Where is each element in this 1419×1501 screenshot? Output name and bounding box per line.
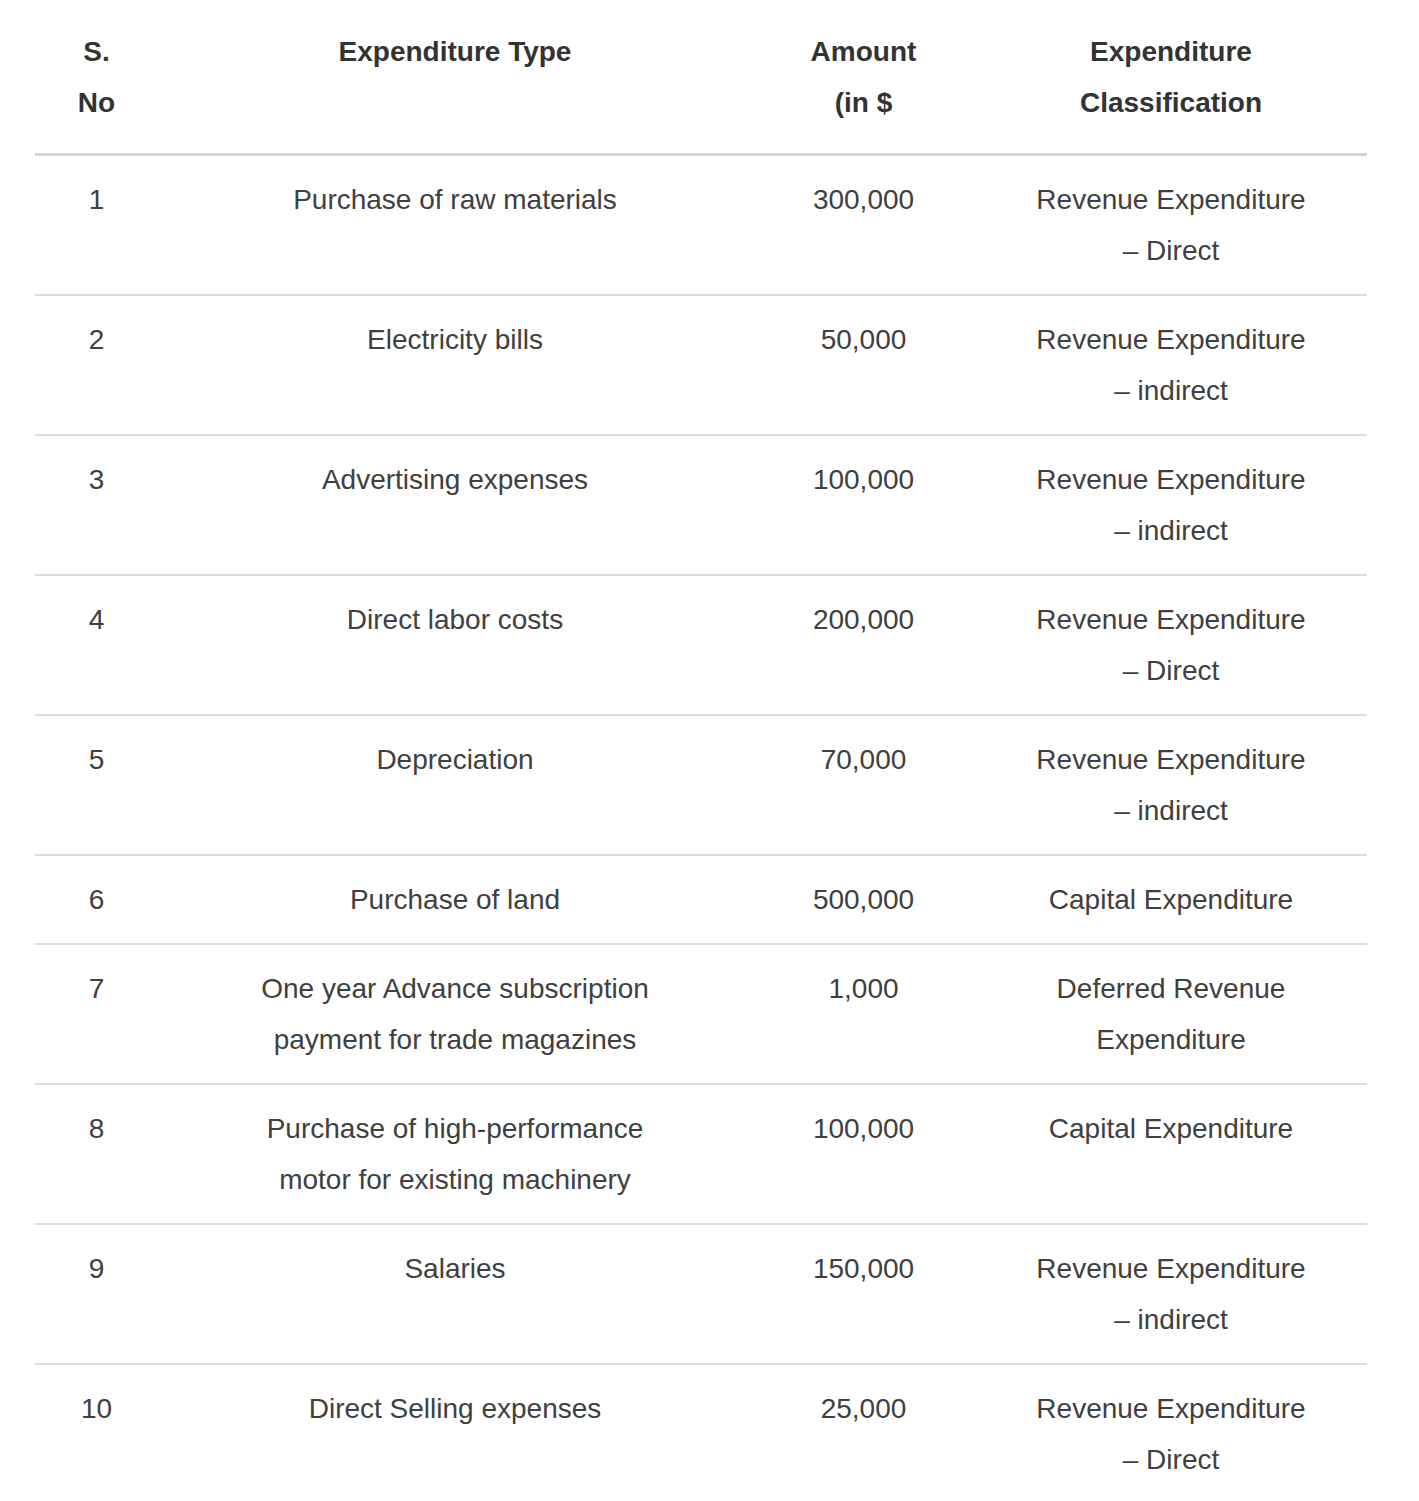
column-header-amount: Amount (in $ bbox=[752, 0, 975, 155]
cell-amount: 1,000 bbox=[752, 944, 975, 1084]
table-row: 10 Direct Selling expenses 25,000 Revenu… bbox=[35, 1364, 1367, 1501]
cell-amount: 300,000 bbox=[752, 155, 975, 296]
cell-sno: 6 bbox=[35, 855, 158, 944]
cell-classification: Revenue Expenditure – indirect bbox=[975, 715, 1367, 855]
cell-expenditure-type: One year Advance subscription payment fo… bbox=[158, 944, 752, 1084]
cell-classification: Capital Expenditure bbox=[975, 855, 1367, 944]
cell-amount: 25,000 bbox=[752, 1364, 975, 1501]
cell-sno: 2 bbox=[35, 295, 158, 435]
cell-expenditure-type: Depreciation bbox=[158, 715, 752, 855]
cell-sno: 4 bbox=[35, 575, 158, 715]
table-row: 6 Purchase of land 500,000 Capital Expen… bbox=[35, 855, 1367, 944]
table-row: 2 Electricity bills 50,000 Revenue Expen… bbox=[35, 295, 1367, 435]
cell-amount: 200,000 bbox=[752, 575, 975, 715]
cell-sno: 3 bbox=[35, 435, 158, 575]
cell-sno: 9 bbox=[35, 1224, 158, 1364]
cell-expenditure-type: Purchase of raw materials bbox=[158, 155, 752, 296]
column-header-expenditure-type: Expenditure Type bbox=[158, 0, 752, 155]
table-row: 7 One year Advance subscription payment … bbox=[35, 944, 1367, 1084]
cell-sno: 5 bbox=[35, 715, 158, 855]
header-row: S. No Expenditure Type Amount (in $ Expe… bbox=[35, 0, 1367, 155]
cell-classification: Revenue Expenditure – Direct bbox=[975, 575, 1367, 715]
cell-classification: Revenue Expenditure – Direct bbox=[975, 155, 1367, 296]
cell-classification: Revenue Expenditure – Direct bbox=[975, 1364, 1367, 1501]
cell-expenditure-type: Salaries bbox=[158, 1224, 752, 1364]
table-row: 8 Purchase of high-performance motor for… bbox=[35, 1084, 1367, 1224]
table-row: 9 Salaries 150,000 Revenue Expenditure –… bbox=[35, 1224, 1367, 1364]
cell-classification: Revenue Expenditure – indirect bbox=[975, 435, 1367, 575]
cell-sno: 1 bbox=[35, 155, 158, 296]
cell-expenditure-type: Direct Selling expenses bbox=[158, 1364, 752, 1501]
cell-sno: 7 bbox=[35, 944, 158, 1084]
cell-amount: 150,000 bbox=[752, 1224, 975, 1364]
table-row: 1 Purchase of raw materials 300,000 Reve… bbox=[35, 155, 1367, 296]
cell-amount: 500,000 bbox=[752, 855, 975, 944]
cell-expenditure-type: Purchase of high-performance motor for e… bbox=[158, 1084, 752, 1224]
table-header: S. No Expenditure Type Amount (in $ Expe… bbox=[35, 0, 1367, 155]
cell-expenditure-type: Electricity bills bbox=[158, 295, 752, 435]
cell-classification: Capital Expenditure bbox=[975, 1084, 1367, 1224]
column-header-classification: Expenditure Classification bbox=[975, 0, 1367, 155]
cell-sno: 8 bbox=[35, 1084, 158, 1224]
table-row: 5 Depreciation 70,000 Revenue Expenditur… bbox=[35, 715, 1367, 855]
column-header-sno: S. No bbox=[35, 0, 158, 155]
cell-amount: 70,000 bbox=[752, 715, 975, 855]
cell-classification: Revenue Expenditure – indirect bbox=[975, 1224, 1367, 1364]
cell-classification: Deferred Revenue Expenditure bbox=[975, 944, 1367, 1084]
expenditure-table: S. No Expenditure Type Amount (in $ Expe… bbox=[35, 0, 1367, 1501]
table-body: 1 Purchase of raw materials 300,000 Reve… bbox=[35, 155, 1367, 1501]
cell-sno: 10 bbox=[35, 1364, 158, 1501]
cell-amount: 100,000 bbox=[752, 435, 975, 575]
cell-expenditure-type: Purchase of land bbox=[158, 855, 752, 944]
cell-expenditure-type: Direct labor costs bbox=[158, 575, 752, 715]
cell-expenditure-type: Advertising expenses bbox=[158, 435, 752, 575]
table-row: 3 Advertising expenses 100,000 Revenue E… bbox=[35, 435, 1367, 575]
cell-amount: 50,000 bbox=[752, 295, 975, 435]
cell-amount: 100,000 bbox=[752, 1084, 975, 1224]
table-row: 4 Direct labor costs 200,000 Revenue Exp… bbox=[35, 575, 1367, 715]
cell-classification: Revenue Expenditure – indirect bbox=[975, 295, 1367, 435]
